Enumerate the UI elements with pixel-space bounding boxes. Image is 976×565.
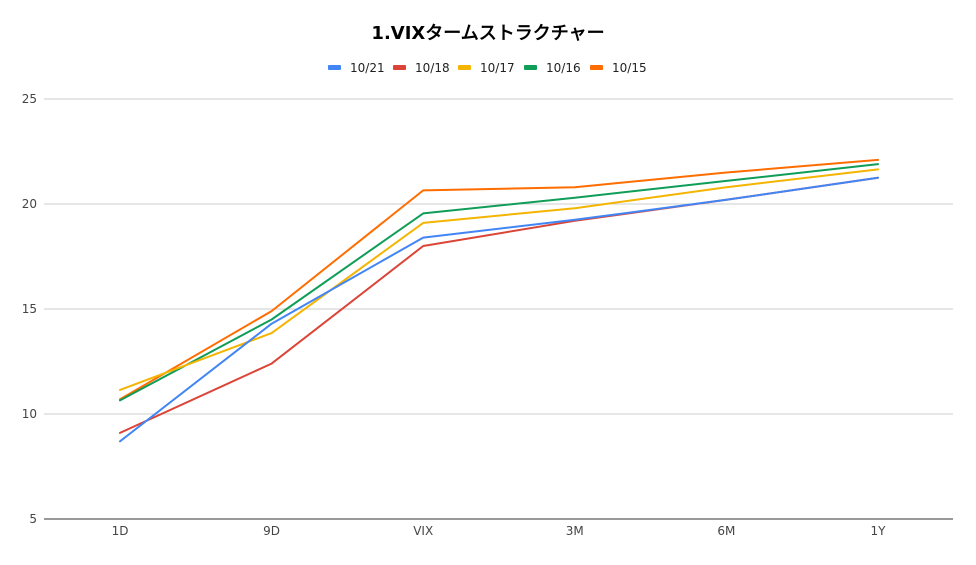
x-tick-label: 1D [112, 524, 129, 538]
legend-item-label: 10/21 [350, 61, 385, 75]
series-line-10-17 [119, 168, 879, 391]
y-axis-ticks: 5 10 15 20 25 [22, 92, 37, 526]
y-tick-label: 10 [22, 407, 37, 421]
legend-swatch [328, 65, 341, 70]
chart-title: 1.VIXタームストラクチャー [371, 23, 604, 44]
x-tick-label: VIX [413, 524, 433, 538]
legend-swatch [524, 65, 537, 70]
legend-swatch [590, 65, 603, 70]
legend[interactable]: 10/21 10/18 10/17 10/16 10/15 [328, 61, 647, 75]
legend-swatch [458, 65, 471, 70]
y-tick-label: 15 [22, 302, 37, 316]
legend-swatch [393, 65, 406, 70]
series-line-10-16 [119, 163, 879, 402]
x-tick-label: 3M [566, 524, 584, 538]
x-axis-ticks: 1D 9D VIX 3M 6M 1Y [112, 524, 887, 538]
y-tick-label: 20 [22, 197, 37, 211]
y-tick-label: 5 [29, 512, 37, 526]
x-tick-label: 1Y [871, 524, 887, 538]
series-line-10-15 [119, 158, 879, 401]
x-tick-label: 9D [263, 524, 280, 538]
legend-item-label: 10/17 [480, 61, 515, 75]
y-tick-label: 25 [22, 92, 37, 106]
series-lines [119, 158, 879, 443]
legend-item-label: 10/15 [612, 61, 647, 75]
series-line-10-21 [119, 176, 879, 443]
legend-item-label: 10/16 [546, 61, 581, 75]
x-tick-label: 6M [717, 524, 735, 538]
legend-item-label: 10/18 [415, 61, 450, 75]
gridlines [44, 98, 953, 520]
